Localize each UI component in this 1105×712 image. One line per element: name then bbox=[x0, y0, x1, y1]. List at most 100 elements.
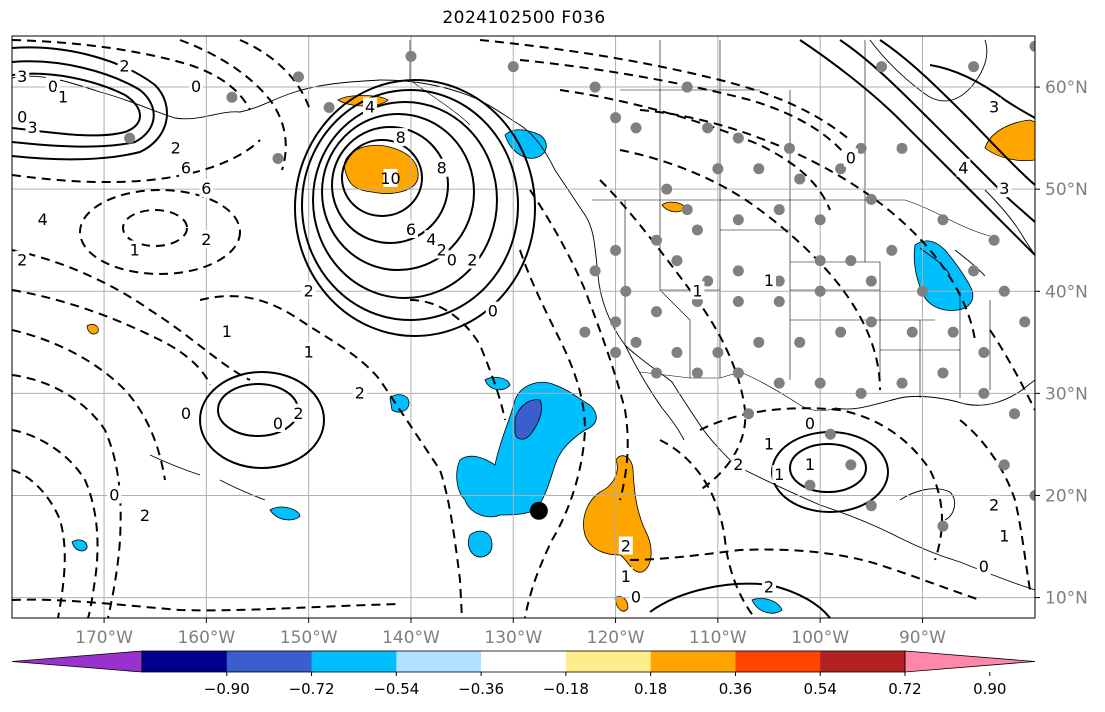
purple-region-core bbox=[514, 399, 543, 440]
contour-label: 6 bbox=[406, 220, 416, 239]
colorbar-tick-label: −0.72 bbox=[289, 680, 335, 698]
station-dot bbox=[968, 61, 980, 73]
colorbar-segment bbox=[481, 651, 567, 672]
contour-label: 2 bbox=[621, 537, 631, 556]
contour-dashed bbox=[989, 329, 1035, 411]
map-frame bbox=[11, 35, 1036, 619]
contour-label: 0 bbox=[488, 302, 498, 321]
station-dot bbox=[630, 122, 642, 134]
station-dot bbox=[916, 285, 928, 297]
contour-label: 1 bbox=[304, 343, 314, 362]
contour-label-bg bbox=[762, 434, 777, 453]
colorbar-tick-label: 0.90 bbox=[973, 680, 1006, 698]
station-dot bbox=[876, 61, 888, 73]
contour-label-bg bbox=[137, 505, 152, 524]
contour-label-bg bbox=[383, 168, 398, 187]
contour-dashed bbox=[12, 469, 66, 618]
contour-label-bg bbox=[35, 209, 50, 228]
station-dot bbox=[753, 336, 765, 348]
contour-solid bbox=[12, 72, 141, 137]
contour-label: 4 bbox=[38, 210, 48, 229]
contour-solid bbox=[301, 89, 519, 321]
orange-region-small-3 bbox=[86, 324, 99, 335]
contour-label: 1 bbox=[222, 322, 232, 341]
station-dot bbox=[630, 336, 642, 348]
contour-label: 2 bbox=[293, 404, 303, 423]
contour-label-bg bbox=[802, 454, 817, 473]
station-dot bbox=[794, 336, 806, 348]
contour-label: 4 bbox=[426, 230, 436, 249]
colorbar-tick-label: 0.72 bbox=[888, 680, 921, 698]
contour-label-bg bbox=[393, 128, 408, 147]
contour-dashed bbox=[659, 439, 756, 618]
colorbar-segment bbox=[650, 651, 736, 672]
lat-tick-label: 50°N bbox=[1045, 180, 1088, 200]
contour-label: 0 bbox=[273, 414, 283, 433]
lat-tick-label: 10°N bbox=[1045, 589, 1088, 609]
contour-label: 1 bbox=[764, 271, 774, 290]
contour-label-bg bbox=[762, 577, 777, 596]
contour-label: 2 bbox=[171, 138, 181, 157]
station-dot bbox=[1019, 316, 1031, 328]
contour-label-bg bbox=[178, 403, 193, 422]
contour-dashed bbox=[179, 39, 287, 171]
station-dot bbox=[865, 193, 877, 205]
station-dot bbox=[896, 377, 908, 389]
station-dot bbox=[753, 163, 765, 175]
contour-dashed bbox=[122, 209, 188, 247]
station-dot bbox=[732, 214, 744, 226]
latitude-axis: 10°N 20°N 30°N 40°N 50°N 60°N bbox=[1035, 78, 1088, 609]
orange-region-northeast bbox=[984, 119, 1035, 162]
colorbar-extend-low bbox=[11, 650, 143, 673]
contour-label-bg bbox=[301, 342, 316, 361]
contour-label-bg bbox=[465, 250, 480, 269]
contour-label-bg bbox=[56, 87, 71, 106]
contour-label: 3 bbox=[27, 118, 37, 137]
contour-label: 1 bbox=[999, 526, 1009, 545]
contour-label-bg bbox=[434, 158, 449, 177]
station-dot bbox=[732, 295, 744, 307]
contour-label-bg bbox=[352, 383, 367, 402]
contour-label: 1 bbox=[774, 465, 784, 484]
contour-label-bg bbox=[444, 250, 459, 269]
contour-label-bg bbox=[363, 97, 378, 116]
lon-tick-label: 130°W bbox=[484, 628, 542, 648]
station-dot bbox=[814, 377, 826, 389]
station-dot bbox=[906, 326, 918, 338]
contour-dashed bbox=[599, 179, 747, 491]
station-dot bbox=[579, 326, 591, 338]
colorbar-tick-label: −0.90 bbox=[204, 680, 250, 698]
contour-label: 2 bbox=[119, 57, 129, 76]
contour-label: 0 bbox=[48, 77, 58, 96]
contour-dashed bbox=[479, 39, 851, 141]
contour-label-bg bbox=[618, 536, 633, 555]
station-dot bbox=[272, 153, 284, 165]
contour-label: 0 bbox=[191, 77, 201, 96]
contour-label-bg bbox=[762, 271, 777, 290]
contour-label: 0 bbox=[631, 588, 641, 607]
station-dot bbox=[998, 285, 1010, 297]
station-dot bbox=[124, 132, 136, 144]
contour-label: 0 bbox=[979, 557, 989, 576]
station-dot bbox=[732, 132, 744, 144]
contour-solid bbox=[199, 371, 325, 469]
state-lines-central bbox=[790, 200, 991, 398]
contour-label: 0 bbox=[109, 485, 119, 504]
colorbar-tick-label: 0.54 bbox=[804, 680, 837, 698]
contour-dashed bbox=[12, 329, 166, 481]
contour-label-bg bbox=[987, 97, 1002, 116]
station-dot bbox=[937, 367, 949, 379]
orange-region-small-4 bbox=[614, 596, 629, 612]
contour-solid bbox=[799, 39, 1035, 256]
station-dot bbox=[691, 224, 703, 236]
hudson-bay bbox=[869, 39, 988, 102]
contour-label-bg bbox=[987, 495, 1002, 514]
contour-label: 4 bbox=[365, 97, 375, 116]
contour-label: 1 bbox=[805, 455, 815, 474]
contour-label-bg bbox=[168, 138, 183, 157]
station-dot bbox=[773, 275, 785, 287]
contour-label: 6 bbox=[181, 159, 191, 178]
contour-dashed bbox=[959, 419, 1031, 591]
station-dot bbox=[589, 81, 601, 93]
blue-region-subtropic bbox=[456, 381, 597, 518]
